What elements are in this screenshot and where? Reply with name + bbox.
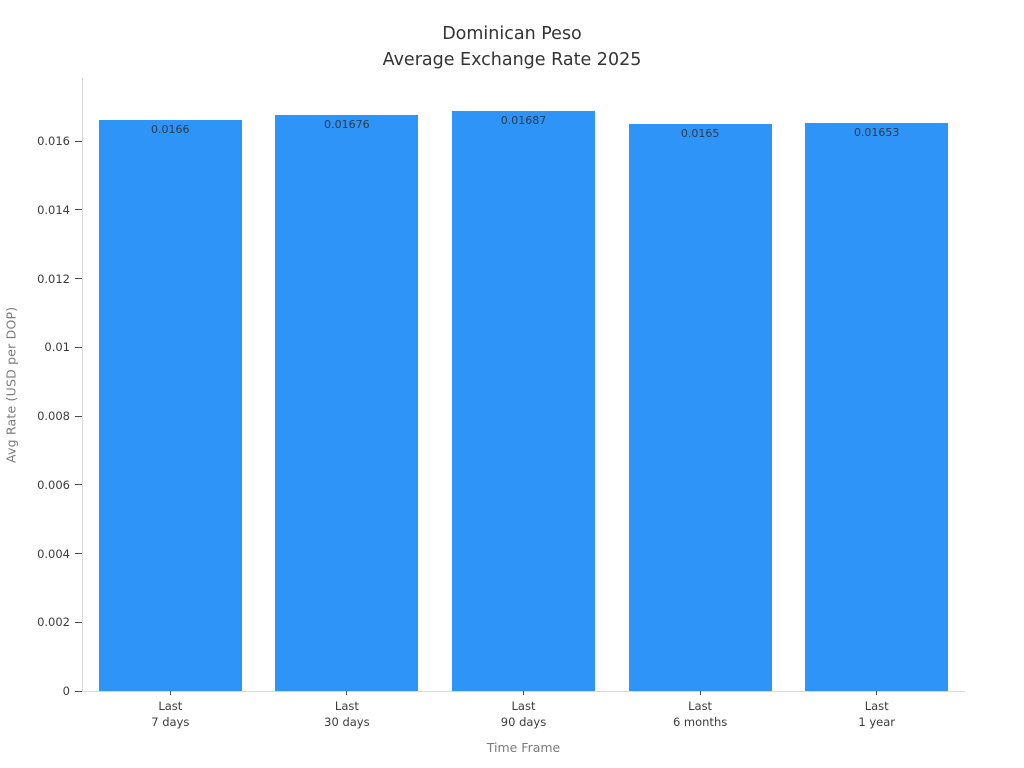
bar — [452, 111, 595, 691]
x-axis-label: Time Frame — [486, 740, 561, 755]
y-tick-mark — [75, 690, 82, 692]
x-tick-mark — [876, 691, 878, 695]
x-tick-mark — [346, 691, 348, 695]
plot-area: 0 0.002 0.004 0.006 0.008 0.01 0.012 0.014 0.016… — [37, 78, 965, 729]
bar-value-label: 0.0166 — [151, 123, 190, 137]
x-tick-mark — [169, 691, 171, 695]
chart-title-line-2: Average Exchange Rate 2025 — [382, 50, 642, 70]
x-tick-label: Last 30 days — [324, 699, 370, 729]
y-axis-label: Avg Rate (USD per DOP) — [3, 306, 19, 463]
y-tick-mark — [75, 278, 82, 279]
bar — [98, 120, 242, 691]
bar-value-label: 0.01687 — [500, 114, 547, 128]
y-tick-mark — [75, 415, 82, 417]
x-tick-label: Last 7 days — [151, 699, 190, 729]
chart-title-line-1: Dominican Peso — [442, 24, 582, 44]
y-tick-mark — [75, 484, 82, 486]
x-tick-label: Last 90 days — [500, 699, 547, 729]
bar — [275, 114, 419, 691]
y-tick-label: 0.004 — [37, 546, 70, 561]
y-tick-mark — [75, 346, 82, 348]
y-tick-label: 0.012 — [37, 271, 70, 286]
y-tick-label: 0.002 — [37, 615, 70, 630]
y-axis-spine — [82, 78, 83, 691]
chart-title: Dominican Peso Average Exchange Rate 202… — [0, 21, 1024, 73]
x-tick-mark — [523, 691, 524, 695]
bar-value-label: 0.01676 — [324, 117, 370, 131]
y-tick-mark — [75, 553, 82, 554]
bar — [805, 122, 949, 691]
y-tick-label: 0.014 — [37, 202, 70, 217]
x-tick-label: Last 6 months — [672, 699, 728, 729]
bar — [628, 123, 772, 691]
y-tick-label: 0.008 — [37, 409, 70, 423]
y-tick-label: 0.01 — [44, 340, 70, 355]
bar-value-label: 0.0165 — [680, 126, 720, 140]
y-tick-mark — [75, 621, 82, 623]
y-tick-label: 0.016 — [37, 134, 70, 148]
bar-value-label: 0.01653 — [853, 125, 900, 139]
y-tick-mark — [75, 209, 82, 211]
y-tick-label: 0.006 — [37, 477, 70, 492]
y-tick-label: 0 — [62, 684, 70, 698]
y-tick-mark — [75, 140, 82, 142]
x-tick-mark — [699, 691, 701, 695]
x-tick-label: Last 1 year — [858, 699, 895, 729]
